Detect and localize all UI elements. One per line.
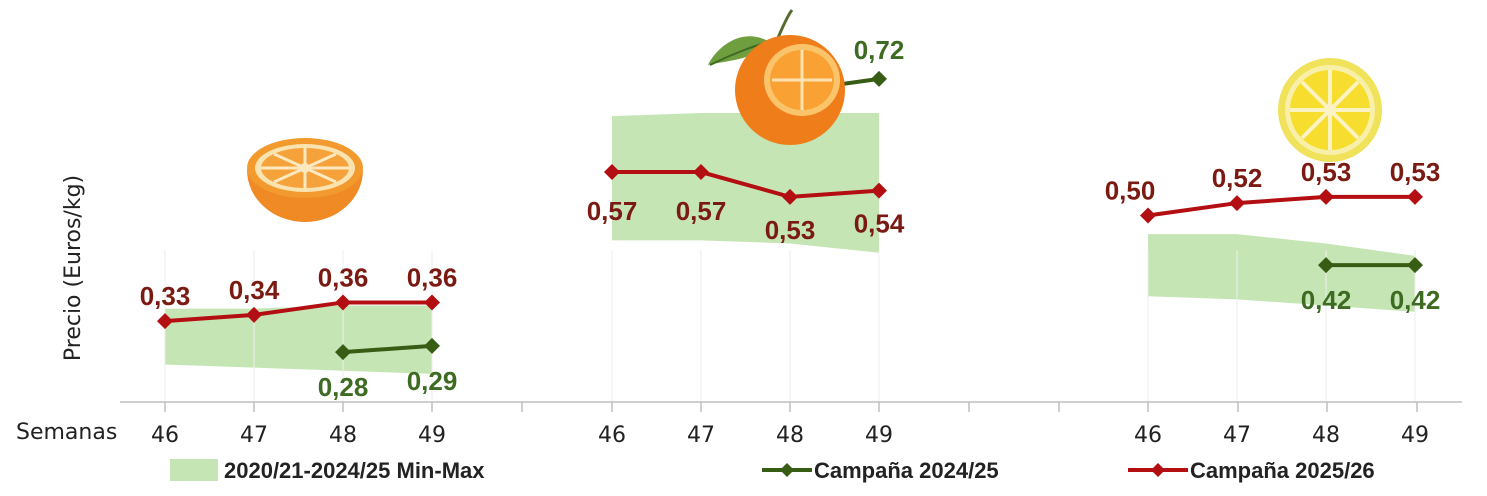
- series-2025-26-marker: [1407, 188, 1423, 205]
- series-2025-26-marker: [246, 306, 262, 323]
- series-2024-25-marker: [424, 337, 440, 354]
- legend-2425-marker: [780, 463, 794, 477]
- series-2024-25-line: [342, 343, 433, 355]
- series-2025-26-marker: [1229, 195, 1245, 212]
- data-label-2025-26: 0,53: [765, 215, 816, 245]
- orange-half-icon: [247, 138, 363, 222]
- series-2025-26-marker: [424, 294, 440, 311]
- x-tick-label: 47: [240, 423, 268, 448]
- data-label-2024-25: 0,42: [1301, 285, 1352, 315]
- x-tick-label: 48: [1312, 423, 1340, 448]
- legend-2526-label: Campaña 2025/26: [1190, 458, 1375, 483]
- series-2025-26-marker: [604, 164, 620, 181]
- data-label-2024-25: 0,28: [318, 372, 369, 402]
- series-2025-26-marker: [871, 182, 887, 199]
- lemon-icon: [1278, 58, 1382, 162]
- series-2025-26-line: [164, 300, 432, 324]
- x-tick-label: 46: [1134, 423, 1162, 448]
- x-tick-label: 48: [776, 423, 804, 448]
- min-max-band: [165, 305, 432, 374]
- data-label-2024-25: 0,72: [854, 35, 905, 65]
- x-tick-label: 49: [1401, 423, 1429, 448]
- x-axis-title: Semanas: [16, 420, 117, 445]
- legend: 2020/21-2024/25 Min-Max Campaña 2024/25 …: [170, 458, 1375, 483]
- data-label-2025-26: 0,33: [140, 281, 191, 311]
- data-label-2025-26: 0,53: [1301, 157, 1352, 187]
- x-axis-ticks: 46 47 48 49 46 47 48 49 46 47 48 49: [151, 402, 1429, 448]
- series-2025-26-line: [1147, 194, 1415, 218]
- x-tick-label: 47: [1223, 423, 1251, 448]
- legend-band-swatch: [170, 459, 218, 481]
- data-labels: 0,33 0,34 0,36 0,36 0,28 0,29 0,57 0,57 0,53 0,54…: [140, 35, 1441, 402]
- x-tick-label: 46: [598, 423, 626, 448]
- data-label-2025-26: 0,54: [854, 209, 905, 239]
- data-label-2025-26: 0,52: [1212, 163, 1263, 193]
- series-2024-25-marker: [1407, 257, 1423, 274]
- data-label-2025-26: 0,57: [676, 196, 727, 226]
- data-label-2024-25: 0,29: [407, 366, 458, 396]
- series-2025-26-marker: [1318, 188, 1334, 205]
- series-2025-26-marker: [157, 313, 173, 330]
- x-tick-label: 47: [687, 423, 715, 448]
- series-2025-26-marker: [782, 188, 798, 205]
- data-label-2024-25: 0,42: [1390, 285, 1441, 315]
- x-tick-label: 49: [418, 423, 446, 448]
- legend-2526-marker: [1151, 463, 1165, 477]
- data-label-2025-26: 0,34: [229, 275, 280, 305]
- min-max-band: [1148, 234, 1415, 312]
- x-tick-label: 49: [865, 423, 893, 448]
- series-2025-26-line: [612, 170, 880, 199]
- series-2024-25-marker: [871, 70, 887, 87]
- data-label-2025-26: 0,36: [407, 262, 458, 292]
- mandarin-icon: [708, 9, 845, 145]
- data-label-2025-26: 0,36: [318, 262, 369, 292]
- y-axis-title: Precio (Euros/kg): [61, 175, 86, 361]
- data-label-2025-26: 0,53: [1390, 157, 1441, 187]
- legend-2425-label: Campaña 2024/25: [814, 458, 999, 483]
- data-label-2025-26: 0,50: [1105, 176, 1156, 206]
- series-2025-26-marker: [335, 294, 351, 311]
- x-tick-label: 46: [151, 423, 179, 448]
- data-label-2025-26: 0,57: [587, 196, 638, 226]
- series-2024-25-marker: [1318, 257, 1334, 274]
- series-2025-26-marker: [1140, 207, 1156, 224]
- series-2025-26-marker: [693, 164, 709, 181]
- series-2024-25-marker: [335, 344, 351, 361]
- x-tick-label: 48: [329, 423, 357, 448]
- legend-band-label: 2020/21-2024/25 Min-Max: [224, 458, 485, 483]
